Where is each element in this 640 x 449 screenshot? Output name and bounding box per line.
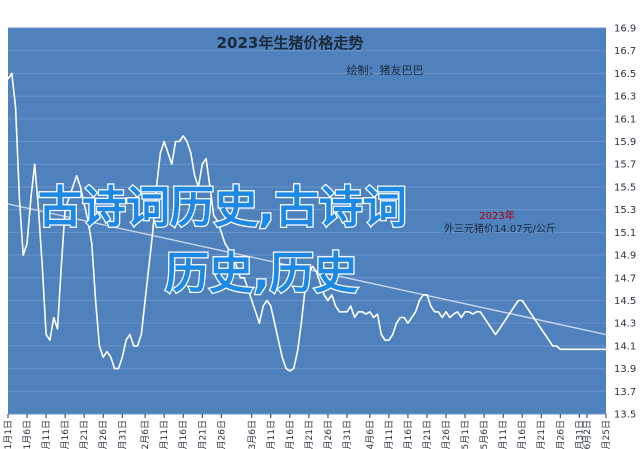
x-tick-label: 1月31日 (117, 420, 128, 449)
x-tick-label: 1月21日 (79, 420, 90, 449)
x-tick-label: 4月6日 (365, 420, 376, 449)
y-tick-label: 14.3 (614, 319, 636, 330)
x-tick-label: 6月25日 (601, 420, 612, 449)
x-tick-label: 5月1日 (460, 420, 471, 449)
x-tick-label: 5月16日 (517, 420, 528, 449)
y-tick-label: 14.5 (614, 296, 636, 307)
y-tick-label: 13.9 (614, 364, 636, 375)
y-tick-label: 15.3 (614, 205, 636, 216)
x-tick-label: 3月11日 (266, 420, 277, 449)
x-tick-label: 4月21日 (422, 420, 433, 449)
x-tick-label: 2月6日 (140, 420, 151, 449)
trend-line (7, 203, 607, 336)
y-axis: 13.5 13.7 13.9 14.1 14.3 14.5 14.7 14.9 15.1 15.3… (614, 24, 636, 421)
y-tick-label: 16.3 (614, 92, 636, 103)
grid (8, 27, 606, 415)
chart-title: 2023年生猪价格走势 (217, 34, 364, 52)
y-tick-label: 15.7 (614, 160, 636, 171)
x-tick-label: 3月16日 (285, 420, 296, 449)
chart-subtitle: 绘制：猪友巴巴 (347, 63, 424, 77)
x-tick-label: 1月11日 (41, 420, 52, 449)
x-tick-label: 3月21日 (304, 420, 315, 449)
x-tick-label: 5月11日 (498, 420, 509, 449)
y-tick-label: 14.7 (614, 273, 636, 284)
y-tick-label: 16.9 (614, 24, 636, 35)
x-tick-label: 4月26日 (441, 420, 452, 449)
x-tick-label: 3月26日 (323, 420, 334, 449)
x-tick-label: 1月6日 (22, 420, 33, 449)
x-tick-label: 5月31日 (574, 420, 585, 449)
x-tick-label: 3月6日 (247, 420, 258, 449)
x-tick-label: 2月16日 (178, 420, 189, 449)
x-tick-label: 1月1日 (3, 420, 14, 449)
y-tick-label: 16.5 (614, 69, 636, 80)
y-tick-label: 16.1 (614, 114, 636, 125)
y-tick-label: 14.9 (614, 251, 636, 262)
x-tick-label: 1月16日 (60, 420, 71, 449)
y-tick-label: 15.5 (614, 182, 636, 193)
x-tick-label: 1月26日 (98, 420, 109, 449)
watermark-line-1: 古诗词历史,古诗词 (38, 182, 407, 233)
watermark-line-2: 历史,历史 (165, 248, 358, 299)
y-tick-label: 15.9 (614, 137, 636, 148)
annotation-year: 2023年 (479, 209, 514, 222)
x-tick-label: 4月11日 (384, 420, 395, 449)
x-tick-label: 2月11日 (159, 420, 170, 449)
y-tick-label: 14.1 (614, 341, 636, 352)
x-tick-label: 3月31日 (342, 420, 353, 449)
x-tick-label: 5月21日 (536, 420, 547, 449)
x-tick-label: 6月2日 (582, 420, 593, 449)
plot-background (8, 28, 606, 414)
y-tick-label: 13.5 (614, 410, 636, 421)
x-tick-label: 2月21日 (197, 420, 208, 449)
y-tick-label: 13.7 (614, 387, 636, 398)
y-tick-label: 15.1 (614, 228, 636, 239)
x-tick-label: 2月26日 (216, 420, 227, 449)
x-axis: 1月1日 1月6日 1月11日 1月16日 1月21日 1月26日 1月31日 2月6日 2月1… (3, 414, 612, 449)
series-line (7, 72, 606, 372)
x-tick-label: 5月26日 (555, 420, 566, 449)
y-tick-label: 16.7 (614, 46, 636, 57)
x-tick-label: 5月6日 (479, 420, 490, 449)
annotation-price: 外三元猪价14.07元/公斤 (444, 223, 556, 235)
x-tick-label: 4月16日 (403, 420, 414, 449)
